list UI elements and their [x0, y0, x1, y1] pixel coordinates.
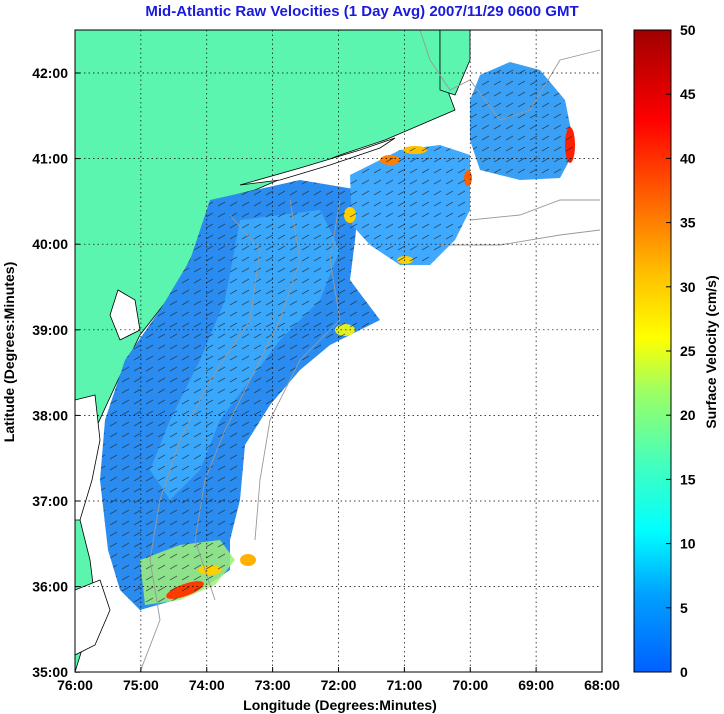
- y-axis-ticks: 42:00 41:00 40:00 39:00 38:00 37:00 36:00 35:00: [32, 65, 80, 680]
- colorbar-tick-label: 25: [680, 343, 696, 359]
- colorbar-tick-label: 15: [680, 471, 696, 487]
- chart-title: Mid-Atlantic Raw Velocities (1 Day Avg) …: [145, 3, 578, 20]
- cape-cod: [439, 30, 471, 96]
- x-axis-ticks: 76:00 75:00 74:00 73:00 72:00 71:00 70:00 69:00…: [57, 667, 620, 693]
- y-tick-label: 42:00: [32, 65, 68, 81]
- colorbar-ticks: 0 5 10 15 20 25 30 35 40 45 50: [666, 22, 696, 680]
- bathymetry-contours: [139, 30, 601, 672]
- colorbar: [633, 29, 672, 673]
- y-tick-label: 40:00: [32, 236, 68, 252]
- y-tick-label: 35:00: [32, 664, 68, 680]
- chesapeake-bay: [75, 394, 101, 521]
- colorbar-tick-label: 35: [680, 215, 696, 231]
- x-tick-label: 69:00: [518, 677, 554, 693]
- colorbar-tick-label: 40: [680, 150, 696, 166]
- x-tick-label: 71:00: [386, 677, 422, 693]
- y-tick-label: 36:00: [32, 579, 68, 595]
- colorbar-tick-label: 30: [680, 279, 696, 295]
- title-text: Mid-Atlantic Raw Velocities (1 Day Avg) …: [145, 3, 578, 20]
- colorbar-tick-label: 0: [680, 664, 688, 680]
- plot-area: [75, 30, 602, 672]
- colorbar-tick-label: 10: [680, 536, 696, 552]
- colorbar-label: Surface Velocity (cm/s): [703, 275, 719, 428]
- y-tick-label: 37:00: [32, 493, 68, 509]
- x-tick-label: 75:00: [123, 677, 159, 693]
- x-tick-label: 72:00: [321, 677, 357, 693]
- delaware-bay: [109, 289, 141, 341]
- pamlico-sound: [75, 579, 111, 656]
- x-tick-label: 74:00: [189, 677, 225, 693]
- y-axis-label: Latitude (Degrees:Minutes): [1, 262, 17, 442]
- long-island: [239, 137, 396, 186]
- y-tick-label: 39:00: [32, 322, 68, 338]
- x-tick-label: 70:00: [452, 677, 488, 693]
- colorbar-tick-label: 5: [680, 600, 688, 616]
- y-tick-label: 41:00: [32, 151, 68, 167]
- y-tick-label: 38:00: [32, 407, 68, 423]
- x-tick-label: 76:00: [57, 677, 93, 693]
- x-axis-label: Longitude (Degrees:Minutes): [243, 697, 437, 713]
- colorbar-tick-label: 50: [680, 22, 696, 38]
- colorbar-tick-label: 20: [680, 407, 696, 423]
- x-tick-label: 68:00: [584, 677, 620, 693]
- colorbar-tick-label: 45: [680, 86, 696, 102]
- x-tick-label: 73:00: [255, 677, 291, 693]
